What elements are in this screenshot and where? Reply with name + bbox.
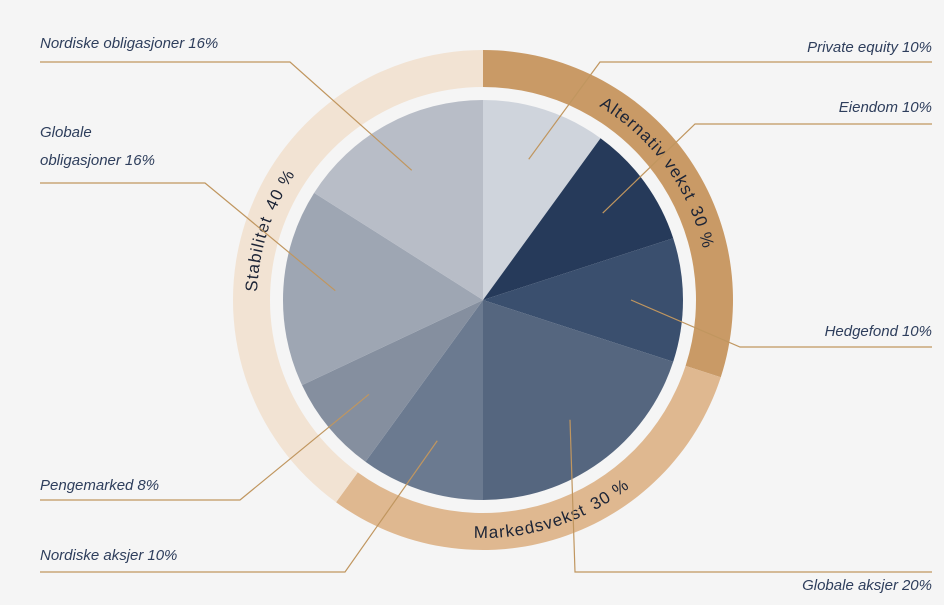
pie-slice bbox=[483, 300, 674, 500]
slice-value: 10% bbox=[147, 547, 178, 564]
slice-label: Pengemarked 8% bbox=[40, 472, 159, 500]
slice-value: 20% bbox=[901, 577, 932, 594]
slice-value: 8% bbox=[137, 477, 160, 494]
slice-value: 10% bbox=[901, 323, 932, 340]
pie-slice bbox=[483, 238, 683, 362]
leader-line bbox=[40, 182, 336, 292]
slice-name: Nordiske aksjer bbox=[40, 547, 144, 564]
slice-label: Private equity 10% bbox=[807, 34, 932, 62]
slice-name: Eiendom bbox=[838, 99, 898, 116]
pie-slice bbox=[483, 138, 674, 300]
leader-line bbox=[40, 393, 370, 501]
slice-label: Hedgefond 10% bbox=[825, 318, 932, 346]
slice-name: Globale obligasjoner bbox=[40, 124, 121, 169]
slice-name: Pengemarked bbox=[40, 477, 134, 494]
leader-line bbox=[40, 61, 413, 171]
pie-slice bbox=[483, 100, 601, 300]
slice-name: Nordiske obligasjoner bbox=[40, 35, 185, 52]
slice-label: Globale aksjer 20% bbox=[802, 572, 932, 600]
slice-label: Eiendom 10% bbox=[839, 94, 932, 122]
slice-value: 16% bbox=[124, 152, 155, 169]
slice-label: Nordiske aksjer 10% bbox=[40, 542, 177, 570]
leader-line bbox=[528, 61, 932, 160]
pie-slice bbox=[314, 100, 483, 300]
slice-name: Hedgefond bbox=[824, 323, 898, 340]
group-ring bbox=[483, 50, 734, 378]
pie-slice bbox=[283, 192, 483, 386]
slice-name: Private equity bbox=[807, 39, 898, 56]
slice-name: Globale aksjer bbox=[802, 577, 898, 594]
slice-label: Globale obligasjoner 16% bbox=[40, 119, 175, 175]
group-ring bbox=[336, 365, 721, 550]
pie-slice bbox=[302, 300, 483, 462]
pie-slice bbox=[365, 300, 483, 500]
leader-line bbox=[569, 419, 932, 573]
slice-label: Nordiske obligasjoner 16% bbox=[40, 30, 218, 58]
group-ring bbox=[233, 50, 483, 503]
leader-line bbox=[602, 123, 932, 214]
slice-value: 10% bbox=[901, 99, 932, 116]
slice-value: 10% bbox=[901, 39, 932, 56]
leader-line bbox=[630, 299, 932, 348]
slice-value: 16% bbox=[188, 35, 219, 52]
leader-line bbox=[40, 440, 438, 573]
